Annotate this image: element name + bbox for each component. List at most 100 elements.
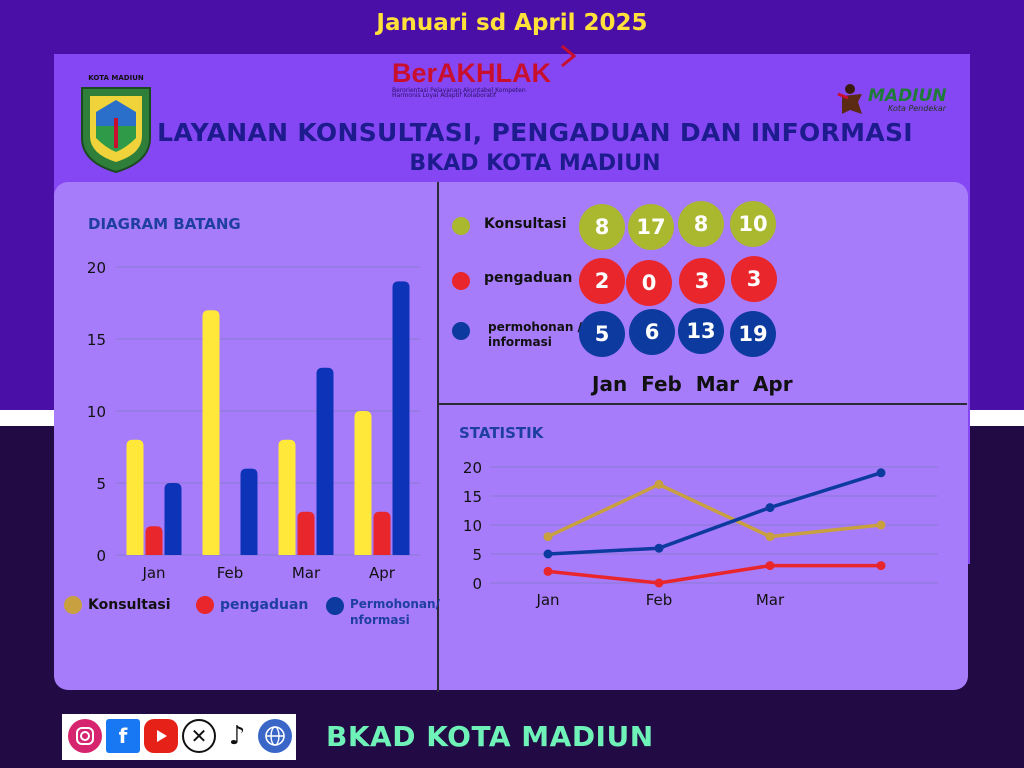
bar-informasi-jan — [164, 483, 182, 555]
dancer-icon — [837, 84, 862, 114]
facebook-icon[interactable]: f — [106, 719, 140, 753]
summary-dot-konsultasi — [452, 217, 470, 235]
line-ytick-label: 0 — [472, 575, 482, 593]
summary-label-pengaduan: pengaduan — [484, 270, 573, 286]
period-title: Januari sd April 2025 — [376, 10, 648, 36]
city-shield-icon — [81, 87, 151, 174]
page-subtitle: BKAD KOTA MADIUN — [409, 151, 661, 176]
bar-informasi-mar — [316, 367, 334, 555]
legend-label-informasi-2: nformasi — [350, 613, 410, 627]
konsultasi-jan-value: 8 — [579, 204, 625, 250]
pengaduan-jan-value: 2 — [579, 258, 625, 304]
berakhlak-tagline-2: Harmonis Loyal Adaptif Kolaboratif — [392, 92, 497, 99]
madiun-logo: MADIUN Kota Pendekar — [836, 82, 948, 118]
footer-name: BKAD KOTA MADIUN — [326, 720, 654, 753]
berakhlak-logo: BerAKHLAK Berorientasi Pelayanan Akuntab… — [392, 58, 592, 99]
page-title: LAYANAN KONSULTASI, PENGADUAN DAN INFORM… — [157, 118, 913, 147]
konsultasi-mar-value: 8 — [678, 201, 724, 247]
informasi-mar-value: 13 — [678, 308, 724, 354]
bar-xtick-label: Jan — [141, 564, 165, 582]
bar-pengaduan-mar — [297, 511, 315, 555]
bar-xtick-label: Feb — [217, 564, 244, 582]
line-point-informasi — [543, 549, 553, 559]
bar-ytick-label: 10 — [87, 403, 106, 421]
line-ytick-label: 20 — [463, 459, 482, 477]
bar-xtick-label: Mar — [292, 564, 321, 582]
legend-label-informasi-1: Permohonan/ — [350, 597, 440, 611]
line-xtick-label: Mar — [756, 591, 785, 609]
bar-legend-pengaduan: pengaduan — [196, 596, 308, 614]
legend-label-pengaduan: pengaduan — [220, 597, 309, 613]
berakhlak-word: BerAKHLAK — [392, 58, 552, 88]
legend-dot-informasi — [326, 597, 344, 615]
line-chart-title: STATISTIK — [459, 424, 544, 442]
bar-ytick-label: 5 — [96, 475, 106, 493]
line-ytick-label: 10 — [463, 517, 482, 535]
summary-dot-pengaduan — [452, 272, 470, 290]
bar-legend-informasi: Permohonan/ nformasi — [326, 596, 440, 628]
bar-chart: 0 5 10 15 20 Jan Feb Mar Apr — [87, 259, 420, 582]
pengaduan-mar-value: 3 — [679, 258, 725, 304]
line-point-pengaduan — [654, 578, 664, 588]
legend-dot-konsultasi — [64, 596, 82, 614]
line-ytick-label: 5 — [472, 546, 482, 564]
bar-ytick-label: 15 — [87, 331, 106, 349]
vertical-divider — [437, 182, 439, 692]
line-point-konsultasi — [654, 479, 664, 489]
konsultasi-feb-value: 17 — [628, 204, 674, 250]
informasi-jan-value: 5 — [579, 311, 625, 357]
summary-label-informasi: permohonan / informasi — [488, 320, 582, 350]
line-series-konsultasi — [547, 482, 882, 539]
berakhlak-tagline-1: Berorientasi Pelayanan Akuntabel Kompete… — [392, 87, 526, 94]
line-point-konsultasi — [765, 532, 775, 542]
line-point-konsultasi — [876, 520, 886, 530]
youtube-icon[interactable] — [144, 719, 178, 753]
line-point-informasi — [765, 503, 775, 513]
line-point-pengaduan — [876, 561, 886, 571]
bar-legend-konsultasi: Konsultasi — [64, 596, 171, 614]
line-ytick-label: 15 — [463, 488, 482, 506]
horizontal-divider — [439, 403, 967, 405]
line-chart: 0 5 10 15 20 Jan Feb Mar — [463, 459, 938, 609]
madiun-word: MADIUN — [868, 86, 947, 106]
x-icon[interactable]: ✕ — [182, 719, 216, 753]
informasi-feb-value: 6 — [629, 309, 675, 355]
line-series-informasi — [547, 471, 882, 556]
bar-konsultasi-feb — [202, 310, 220, 555]
line-point-konsultasi — [543, 532, 553, 542]
pengaduan-apr-value: 3 — [731, 256, 777, 302]
instagram-icon[interactable] — [68, 719, 102, 753]
bar-konsultasi-mar — [278, 439, 296, 555]
line-xtick-label: Feb — [646, 591, 673, 609]
bar-ytick-label: 0 — [96, 547, 106, 565]
summary-months: Jan Feb Mar Apr — [592, 372, 793, 396]
bar-pengaduan-jan — [145, 526, 163, 555]
line-point-informasi — [654, 543, 664, 553]
bar-informasi-apr — [392, 281, 410, 555]
madiun-sub: Kota Pendekar — [888, 104, 947, 113]
summary-label-informasi-1: permohonan / — [488, 320, 582, 334]
tiktok-icon[interactable]: ♪ — [220, 719, 254, 753]
bar-pengaduan-apr — [373, 511, 391, 555]
line-point-pengaduan — [543, 566, 553, 576]
city-logo: KOTA MADIUN — [76, 74, 156, 178]
informasi-apr-value: 19 — [730, 311, 776, 357]
summary-label-konsultasi: Konsultasi — [484, 216, 567, 232]
legend-label-konsultasi: Konsultasi — [88, 597, 171, 613]
bar-informasi-feb — [240, 468, 258, 555]
web-icon[interactable] — [258, 719, 292, 753]
city-logo-caption: KOTA MADIUN — [88, 74, 144, 82]
legend-dot-pengaduan — [196, 596, 214, 614]
line-point-pengaduan — [765, 561, 775, 571]
line-point-informasi — [876, 468, 886, 478]
summary-label-informasi-2: informasi — [488, 335, 552, 349]
social-icons-bar: f ✕ ♪ — [62, 714, 296, 760]
summary-dot-informasi — [452, 322, 470, 340]
bar-chart-title: DIAGRAM BATANG — [88, 215, 241, 233]
berakhlak-chevron-icon — [561, 44, 577, 68]
bar-konsultasi-jan — [126, 439, 144, 555]
pengaduan-feb-value: 0 — [626, 260, 672, 306]
bar-xtick-label: Apr — [369, 564, 396, 582]
bar-konsultasi-apr — [354, 411, 372, 555]
line-series-pengaduan — [547, 563, 881, 585]
